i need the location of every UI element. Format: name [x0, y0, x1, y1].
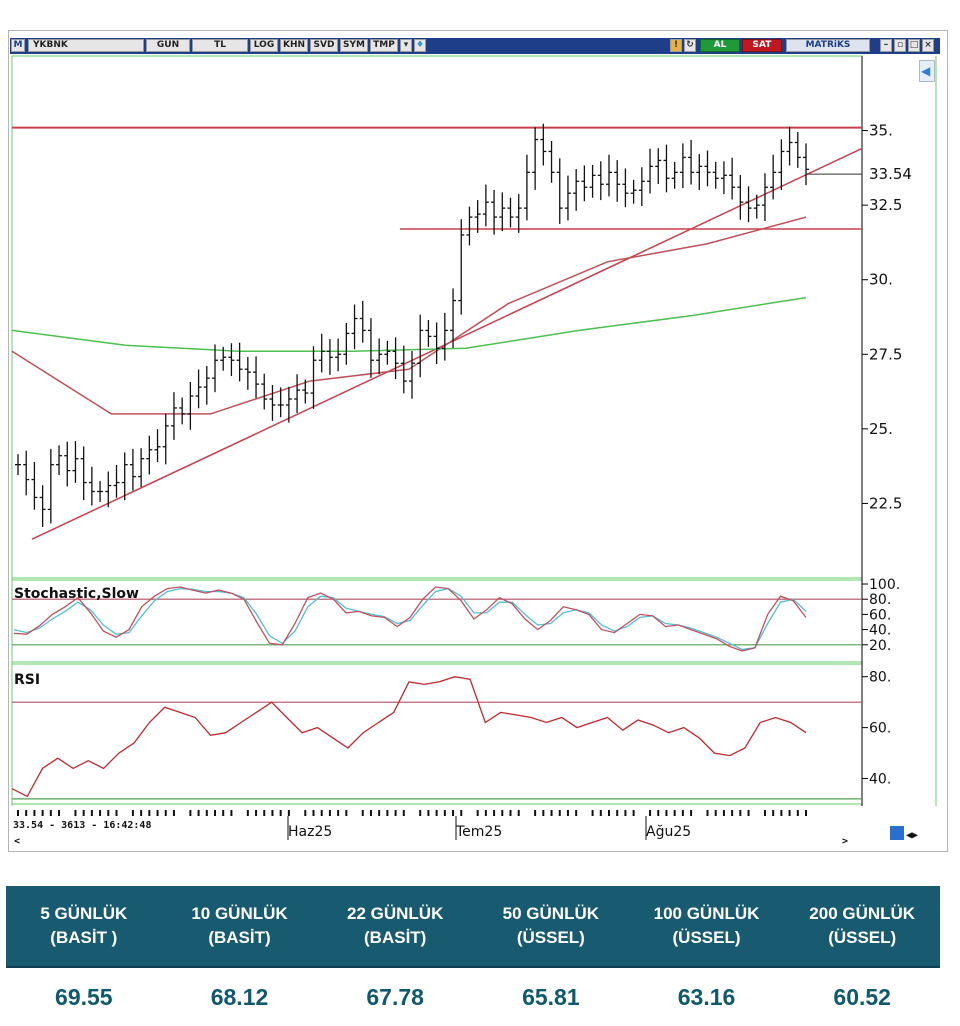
- ma-value-10: 68.12: [210, 983, 269, 1010]
- price-tick-label: 27.5: [869, 345, 902, 363]
- stochastic-tick-label: 100.: [869, 577, 900, 593]
- ma-value-22: 67.78: [366, 983, 424, 1010]
- ma-value-100: 63.16: [677, 983, 736, 1010]
- status-readout: 33.54 - 3613 - 16:42:48: [13, 820, 151, 831]
- brand-logo: MATRiKS: [786, 39, 870, 52]
- ma-value-50: 65.81: [522, 983, 580, 1010]
- tmp-button[interactable]: TMP: [370, 39, 398, 52]
- sym-button[interactable]: SYM: [340, 39, 368, 52]
- stochastic-k-line: [13, 586, 807, 652]
- date-label-agu: Ağu25: [646, 824, 691, 840]
- symbol-selector[interactable]: YKBNK: [28, 39, 144, 52]
- maximize-icon[interactable]: □: [908, 39, 920, 52]
- stochastic-series: [12, 586, 862, 652]
- ma-header-5: 5 GÜNLÜK (BASİT ): [40, 904, 128, 947]
- dropdown-icon[interactable]: ▾: [400, 39, 412, 52]
- moving-average-table: 5 GÜNLÜK (BASİT ) 10 GÜNLÜK (BASİT) 22 G…: [6, 886, 940, 1026]
- price-series: [11, 123, 863, 540]
- stochastic-tick-label: 60.: [869, 607, 891, 623]
- sell-button[interactable]: SAT: [742, 39, 782, 52]
- price-tick-label: 33.54: [869, 165, 912, 183]
- date-ticks: [17, 810, 807, 840]
- khn-button[interactable]: KHN: [280, 39, 308, 52]
- price-tick-label: 32.5: [869, 196, 902, 214]
- price-panel: [11, 55, 863, 579]
- price-tick-label: 30.: [869, 271, 893, 289]
- scroll-right-icon[interactable]: >: [842, 836, 848, 847]
- stochastic-tick-label: 20.: [869, 638, 891, 654]
- date-label-tem: Tem25: [455, 824, 502, 840]
- ma-header-10: 10 GÜNLÜK (BASİT): [191, 904, 288, 947]
- price-tick-label: 22.5: [869, 494, 902, 512]
- ma-header-50: 50 GÜNLÜK (ÜSSEL): [502, 904, 600, 947]
- period-button[interactable]: GUN: [146, 39, 190, 52]
- menu-button[interactable]: M: [11, 39, 25, 52]
- ma-table-values: 69.55 68.12 67.78 65.81 63.16 60.52: [6, 966, 940, 1026]
- refresh-icon[interactable]: ↻: [684, 39, 696, 52]
- twitter-icon[interactable]: ♦: [414, 39, 426, 52]
- status-bg: [12, 816, 182, 830]
- close-icon[interactable]: ×: [922, 39, 934, 52]
- minimize-icon[interactable]: –: [880, 39, 892, 52]
- currency-button[interactable]: TL: [192, 39, 248, 52]
- stochastic-tick-label: 80.: [869, 592, 891, 608]
- price-tick-label: 35.: [869, 122, 893, 140]
- stochastic-title: Stochastic,Slow: [14, 586, 139, 602]
- buy-button[interactable]: AL: [700, 39, 740, 52]
- sync-icon[interactable]: [890, 826, 904, 840]
- rsi-tick-label: 80.: [869, 670, 891, 686]
- scroll-left-arrow-icon[interactable]: ◀: [919, 60, 935, 82]
- moving-average-red: [11, 216, 807, 415]
- ma-value-5: 69.55: [55, 983, 113, 1010]
- rsi-panel: [11, 663, 863, 805]
- ma-header-200: 200 GÜNLÜK (ÜSSEL): [809, 904, 916, 947]
- rsi-line: [11, 676, 807, 798]
- ma-header-22: 22 GÜNLÜK (BASİT): [347, 904, 444, 947]
- scroll-left-icon[interactable]: <: [14, 836, 20, 847]
- axis-ticks: 35.33.5432.530.27.525.22.5100.80.60.40.2…: [862, 122, 912, 788]
- rsi-title: RSI: [14, 672, 40, 688]
- stochastic-tick-label: 40.: [869, 623, 891, 639]
- warning-icon[interactable]: !: [670, 39, 682, 52]
- nav-arrows-icon[interactable]: ◀▶: [906, 830, 918, 841]
- rsi-series: [11, 676, 862, 800]
- moving-average-green: [11, 296, 807, 353]
- stochastic-panel: [11, 579, 863, 663]
- chart-toolbar: M YKBNK GUN TL LOG KHN SVD SYM TMP ▾ ♦ !…: [10, 38, 940, 54]
- pin-icon[interactable]: ▫: [894, 39, 906, 52]
- price-tick-label: 25.: [869, 420, 893, 438]
- rsi-tick-label: 40.: [869, 772, 891, 788]
- ma-value-200: 60.52: [833, 983, 891, 1010]
- ma-table-header: 5 GÜNLÜK (BASİT ) 10 GÜNLÜK (BASİT) 22 G…: [6, 886, 940, 966]
- log-button[interactable]: LOG: [250, 39, 278, 52]
- symbol-label: YKBNK: [33, 40, 68, 50]
- stochastic-d-line: [13, 587, 807, 651]
- rsi-tick-label: 60.: [869, 721, 891, 737]
- svd-button[interactable]: SVD: [310, 39, 338, 52]
- date-label-haz: Haz25: [288, 824, 332, 840]
- ma-header-100: 100 GÜNLÜK (ÜSSEL): [653, 904, 760, 947]
